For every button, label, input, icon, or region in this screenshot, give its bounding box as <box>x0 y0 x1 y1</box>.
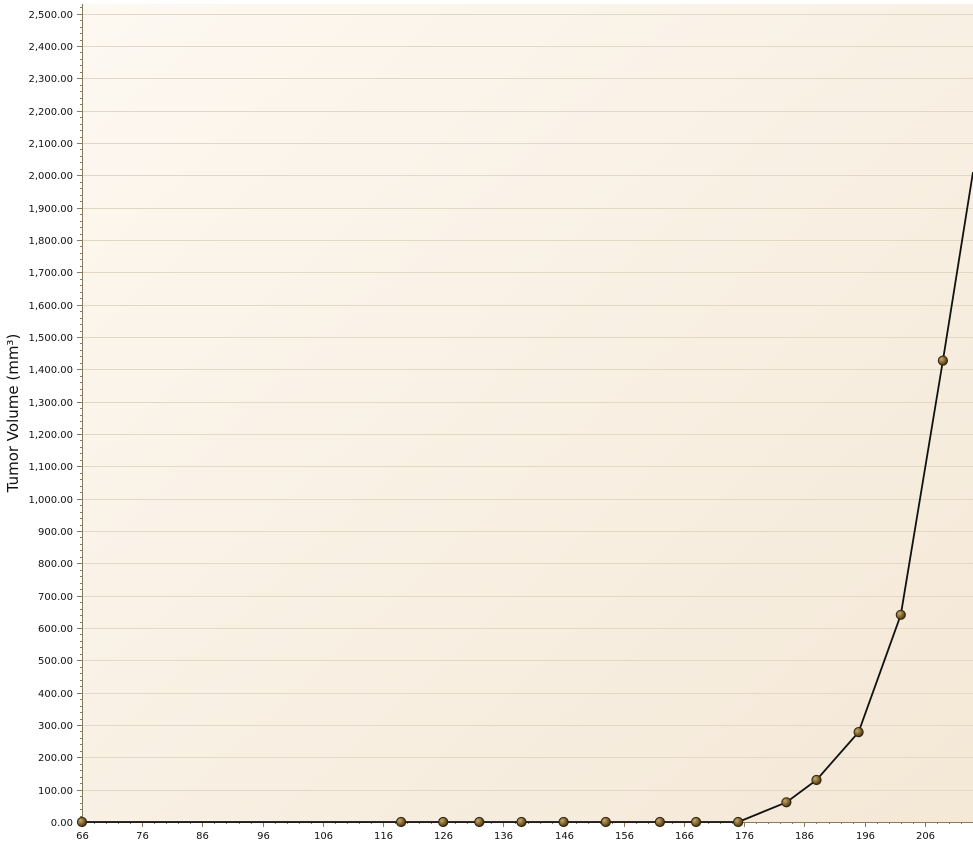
y-tick-label: 2,500.00 <box>28 10 73 21</box>
y-tick-label: 1,700.00 <box>28 268 73 279</box>
tick-labels: 0.00 100.00 200.00 300.00 400.00 500.00 600.00… <box>28 10 935 842</box>
x-tick-label: 206 <box>916 831 935 842</box>
x-tick-label: 146 <box>555 831 574 842</box>
x-tick-label: 106 <box>314 831 333 842</box>
y-tick-label: 1,200.00 <box>28 430 73 441</box>
data-point-marker <box>691 816 702 828</box>
x-tick-label: 166 <box>675 831 694 842</box>
y-tick-label: 1,600.00 <box>28 301 73 312</box>
y-tick-label: 500.00 <box>38 656 73 667</box>
y-tick-label: 1,300.00 <box>28 398 73 409</box>
data-point-marker <box>733 816 744 828</box>
x-tick-label: 96 <box>257 831 270 842</box>
x-tick-label: 176 <box>735 831 754 842</box>
y-tick-label: 400.00 <box>38 689 73 700</box>
data-point-marker <box>781 797 792 808</box>
data-point-marker <box>895 609 906 620</box>
y-tick-label: 600.00 <box>38 624 73 635</box>
data-point-marker <box>654 816 666 828</box>
plot-background <box>82 4 973 822</box>
data-point-marker <box>76 816 88 828</box>
x-tick-label: 126 <box>434 831 453 842</box>
x-tick-label: 86 <box>196 831 209 842</box>
data-point-marker <box>600 816 611 828</box>
y-tick-label: 2,200.00 <box>28 107 73 118</box>
data-point-marker <box>474 816 485 828</box>
y-tick-label: 1,400.00 <box>28 365 73 376</box>
data-point-marker <box>396 816 407 828</box>
y-tick-label: 1,000.00 <box>28 495 73 506</box>
series-group <box>76 171 973 828</box>
y-tick-label: 2,000.00 <box>28 171 73 182</box>
y-tick-label: 300.00 <box>38 721 73 732</box>
x-tick-label: 196 <box>856 831 875 842</box>
data-point-marker <box>438 816 449 828</box>
data-point-marker <box>516 816 527 828</box>
y-tick-label: 800.00 <box>38 559 73 570</box>
y-tick-label: 2,400.00 <box>28 42 73 53</box>
data-point-marker <box>853 727 864 738</box>
y-tick-label: 1,100.00 <box>28 462 73 473</box>
series-line <box>82 171 973 823</box>
x-tick-label: 186 <box>795 831 814 842</box>
y-tick-label: 2,300.00 <box>28 74 73 85</box>
y-axis-title: Tumor Volume (mm³) <box>4 334 22 494</box>
grid-lines <box>82 14 973 791</box>
y-tick-label: 2,100.00 <box>28 139 73 150</box>
y-tick-label: 1,800.00 <box>28 236 73 247</box>
y-tick-label: 900.00 <box>38 527 73 538</box>
x-tick-label: 76 <box>136 831 149 842</box>
y-tick-label: 700.00 <box>38 592 73 603</box>
y-tick-label: 1,900.00 <box>28 204 73 215</box>
data-point-marker <box>558 816 569 828</box>
y-tick-label: 200.00 <box>38 753 73 764</box>
data-point-marker <box>811 774 822 786</box>
x-tick-label: 136 <box>494 831 513 842</box>
y-tick-label: 1,500.00 <box>28 333 73 344</box>
data-point-marker <box>937 355 949 366</box>
y-tick-label: 100.00 <box>38 786 73 797</box>
x-tick-label: 116 <box>374 831 393 842</box>
x-tick-label: 66 <box>76 831 89 842</box>
y-tick-label: 0.00 <box>51 818 73 829</box>
x-tick-label: 156 <box>615 831 634 842</box>
